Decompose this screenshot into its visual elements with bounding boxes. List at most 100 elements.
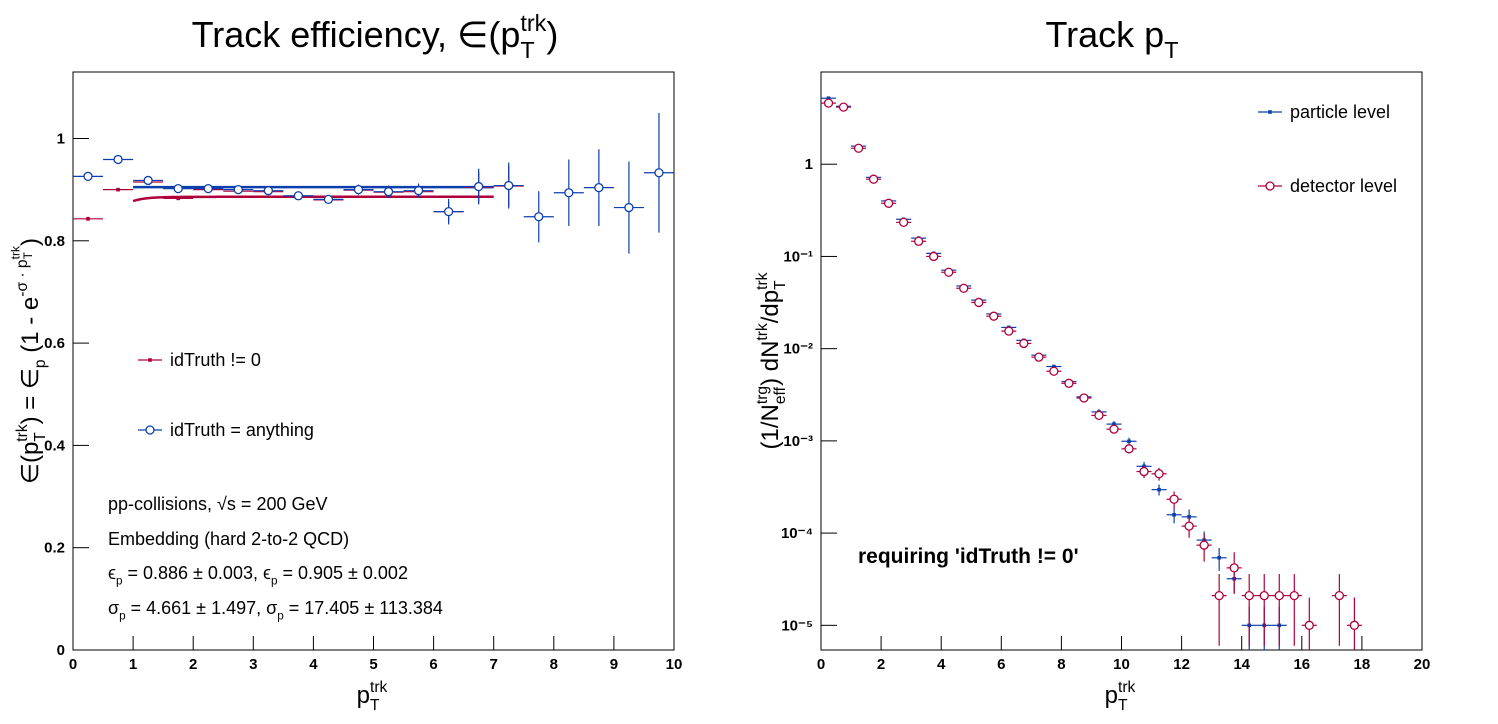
data-point [929,251,939,262]
data-point [1334,590,1345,601]
y-axis-label-part: ) dN [757,341,784,386]
data-point [323,194,334,205]
annotation-part: = 4.661 ± 1.497 [126,598,256,618]
annotation: pp-collisions, √s = 200 GeV [108,494,328,514]
legend-label: detector level [1290,176,1397,196]
legend-marker [1268,110,1272,114]
data-point [1127,439,1131,444]
data-point [1079,393,1089,403]
annotation-part: p [271,574,278,587]
data-point [624,202,634,213]
data-point [914,236,924,246]
data-point [1109,424,1119,434]
x-tick-label: 2 [877,656,885,673]
x-tick-label: 6 [429,656,437,673]
data-point [534,212,544,222]
data-point [143,175,153,186]
data-point [898,217,909,228]
x-axis-label-part: p [1105,682,1118,709]
legend-label: particle level [1290,102,1390,122]
data-point [116,187,120,192]
y-axis-label-part: eff [772,386,789,404]
data-point [826,96,831,100]
annotation-part: p [119,609,126,622]
data-point [564,188,574,198]
x-tick-label: 4 [937,656,946,673]
data-point [263,186,273,196]
data-point [1094,410,1104,421]
annotation-part: σ [108,598,119,618]
annotation-body: requiring 'idTruth != 0' [858,545,1079,568]
y-axis-label-part: trk [8,245,22,259]
y-tick-label: 0.8 [44,233,65,250]
data-point [353,184,364,195]
x-tick-label: 20 [1414,656,1431,673]
y-axis-label-part: trk [14,424,31,442]
x-tick-label: 5 [369,656,377,673]
y-axis-label-part: p [32,359,49,368]
annotation: Embedding (hard 2-to-2 QCD) [108,529,349,549]
data-point [1034,352,1044,362]
data-point [868,174,879,184]
annotation-body: Embedding (hard 2-to-2 QCD) [108,529,349,549]
y-axis-label-part: trk [754,272,771,290]
x-tick-label: 4 [309,656,318,673]
chart-title-part: T [1164,37,1178,63]
annotation-part: = 17.405 ± 113.384 [284,598,443,618]
y-tick-label: 1 [805,156,813,173]
y-tick-label: 10⁻⁴ [781,525,813,542]
data-point [823,98,834,108]
x-tick-label: 0 [69,656,77,673]
data-point [853,143,864,153]
annotation-part: pp-collisions, √s = 200 GeV [108,494,328,514]
x-tick-label: 7 [490,656,498,673]
data-point [293,191,304,201]
x-tick-label: 10 [1113,656,1130,673]
annotation-body: pp-collisions, √s = 200 GeV [108,494,328,514]
x-tick-label: 6 [997,656,1005,673]
annotation-part: requiring 'idTruth != 0' [858,545,1079,568]
y-axis-label-part: trg [754,386,771,404]
data-point [1004,326,1014,336]
data-point [1274,590,1284,601]
data-point [1214,590,1224,601]
annotation-part: p [116,574,123,587]
x-tick-label: 9 [610,656,618,673]
data-point [974,297,984,308]
y-axis-label-part: T [32,432,49,442]
x-axis-label-part: p [357,682,370,709]
data-point [1049,366,1059,376]
data-point [1052,364,1056,369]
y-axis-label-part: /dp [757,290,784,323]
data-point [989,311,999,321]
x-axis-label-part: trk [1118,679,1136,696]
data-point [1349,620,1360,630]
data-point [1124,444,1134,454]
annotation-part: ϵ [108,563,116,583]
x-axis-label-part: trk [370,679,388,696]
data-point [1157,487,1161,492]
data-point [1154,469,1164,479]
data-point [1244,590,1254,601]
chart-title-part: T [520,37,534,63]
data-point [504,180,514,191]
data-point [944,267,954,277]
annotation-part: , [256,598,266,618]
data-point [1169,494,1179,504]
data-point [1112,422,1116,426]
data-point [1304,620,1314,630]
annotation-part: p [277,609,284,622]
y-axis-label-part: trk [754,323,771,341]
annotation: requiring 'idTruth != 0' [858,545,1079,568]
x-tick-label: 14 [1233,656,1250,673]
legend-label: idTruth = anything [170,420,314,440]
